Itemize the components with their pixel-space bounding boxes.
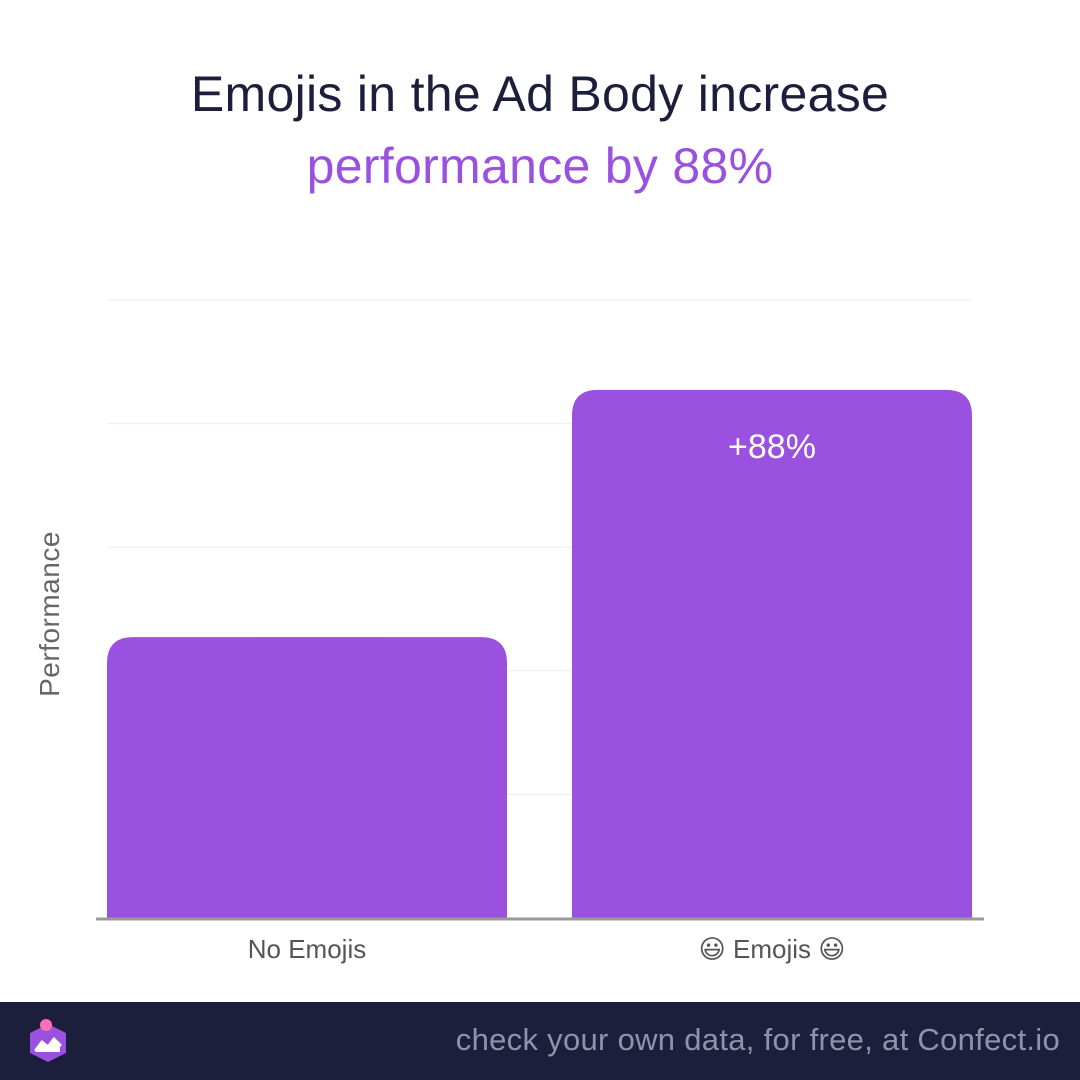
chart-title: Emojis in the Ad Body increase performan… — [0, 58, 1080, 202]
bar-chart: No Emojis +88% 😃 Emojis 😃 Performance — [34, 299, 984, 964]
x-tick-label: 😃 Emojis 😃 — [699, 934, 846, 964]
footer-bar: check your own data, for free, at Confec… — [0, 1002, 1080, 1080]
data-label: +88% — [728, 428, 816, 466]
bar — [572, 389, 972, 919]
x-tick-label: No Emojis — [248, 934, 366, 964]
confect-logo-icon — [30, 1019, 66, 1062]
y-axis-label: Performance — [34, 531, 65, 697]
title-line-2: performance by 88% — [306, 138, 774, 194]
footer-text: check your own data, for free, at Confec… — [455, 1022, 1060, 1057]
bar — [107, 637, 507, 918]
title-line-1: Emojis in the Ad Body increase — [190, 66, 890, 122]
